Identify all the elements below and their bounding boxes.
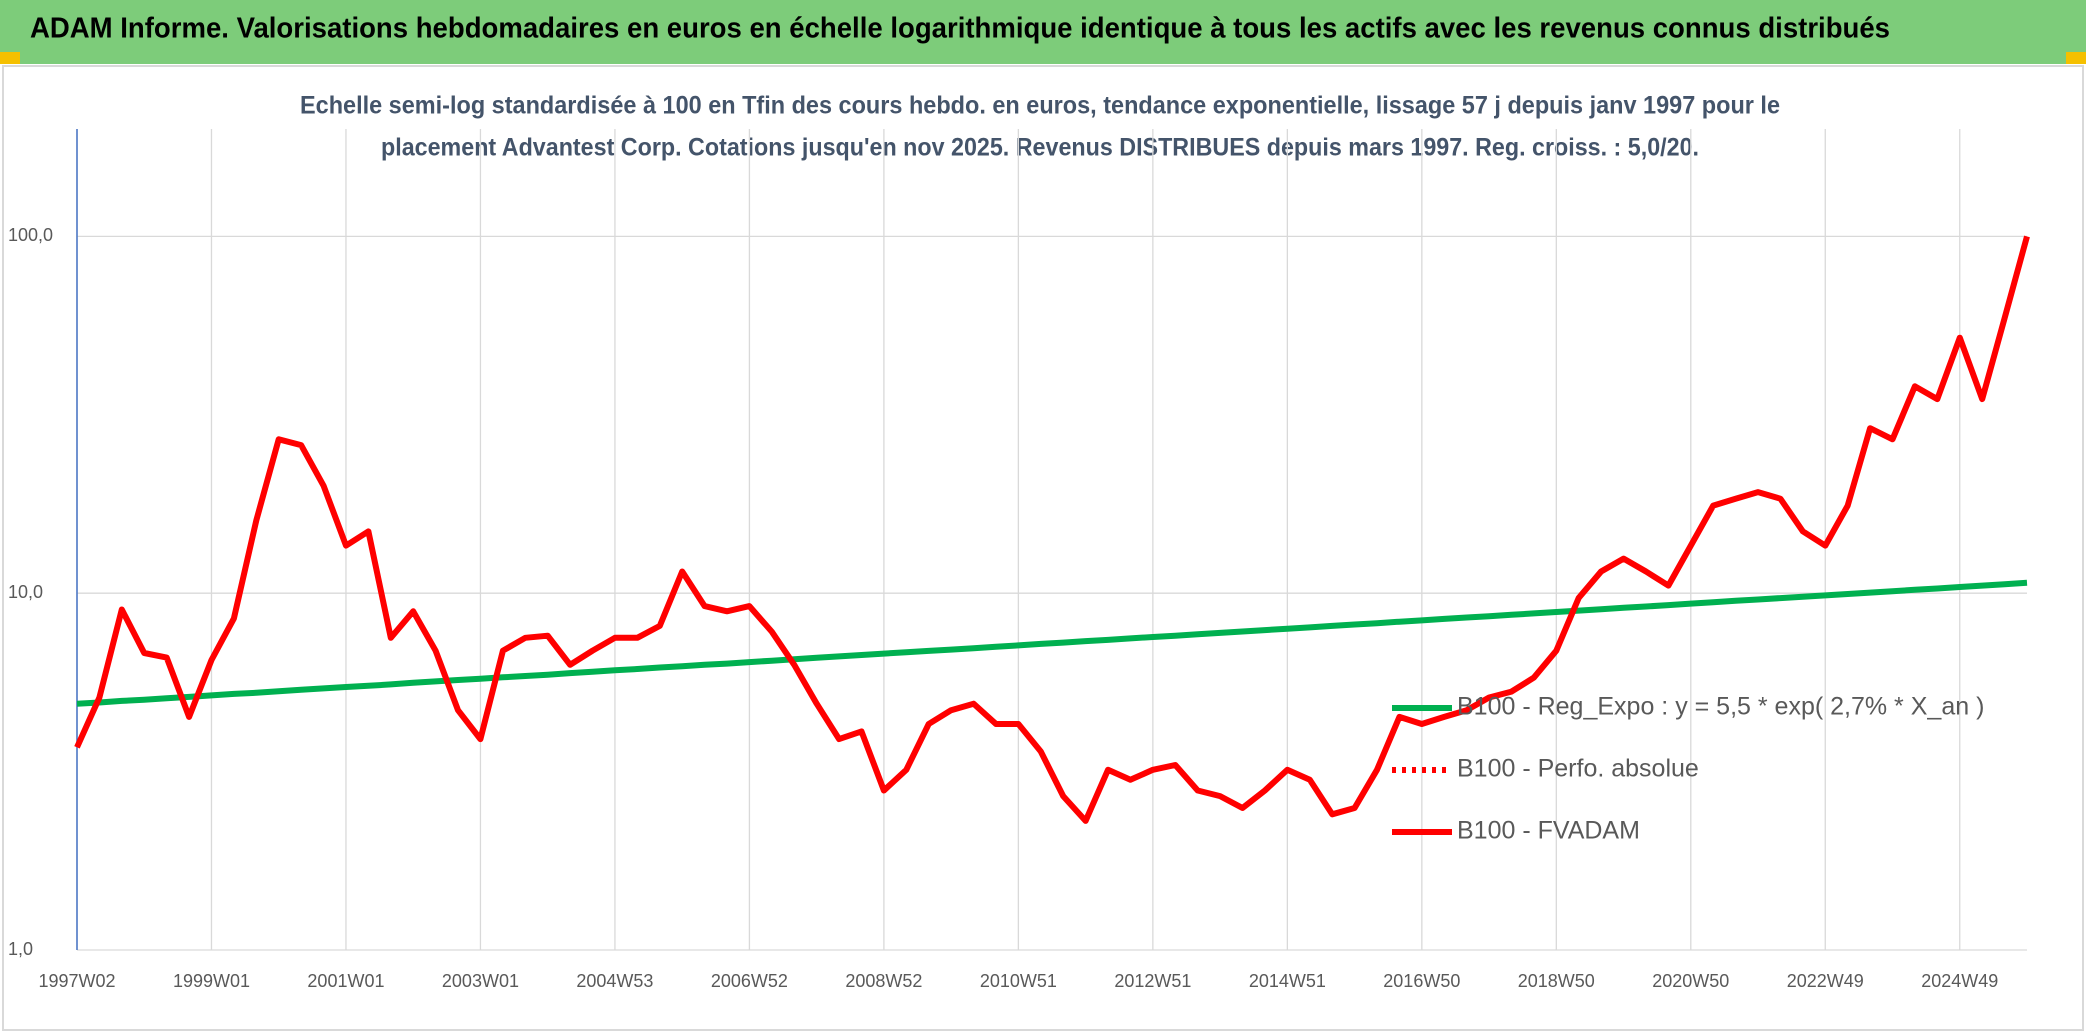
subtitle: placement Advantest Corp. Cotations jusq…: [381, 134, 1699, 162]
x-tick-label: 2006W52: [711, 971, 788, 991]
x-tick-label: 2016W50: [1383, 971, 1460, 991]
x-tick-label: 2024W49: [1921, 971, 1998, 991]
x-tick-label: 2022W49: [1787, 971, 1864, 991]
chart-border: [2, 65, 2084, 1031]
x-tick-label: 2003W01: [442, 971, 519, 991]
x-tick-label: 2001W01: [307, 971, 384, 991]
legend-label: B100 - Reg_Expo : y = 5,5 * exp( 2,7% * …: [1457, 693, 1984, 721]
x-tick-label: 2008W52: [845, 971, 922, 991]
series-line: [74, 235, 2030, 824]
y-tick-label: 1,0: [8, 939, 33, 959]
chart-title: ADAM Informe. Valorisations hebdomadaire…: [30, 13, 1890, 45]
y-tick-label: 100,0: [8, 225, 53, 245]
x-tick-label: 2020W50: [1652, 971, 1729, 991]
series-line: [76, 579, 2028, 707]
x-tick-label: 2010W51: [980, 971, 1057, 991]
x-tick-label: 2014W51: [1249, 971, 1326, 991]
x-tick-label: 1997W02: [38, 971, 115, 991]
title-bar: [0, 0, 2086, 64]
legend-label: B100 - FVADAM: [1457, 817, 1640, 845]
corner: [2066, 52, 2086, 64]
x-tick-label: 2018W50: [1518, 971, 1595, 991]
y-tick-label: 10,0: [8, 582, 43, 602]
x-tick-label: 2012W51: [1114, 971, 1191, 991]
subtitle: Echelle semi-log standardisée à 100 en T…: [300, 92, 1780, 120]
x-tick-label: 1999W01: [173, 971, 250, 991]
corner: [0, 52, 20, 64]
x-tick-label: 2004W53: [576, 971, 653, 991]
legend-label: B100 - Perfo. absolue: [1457, 755, 1699, 783]
